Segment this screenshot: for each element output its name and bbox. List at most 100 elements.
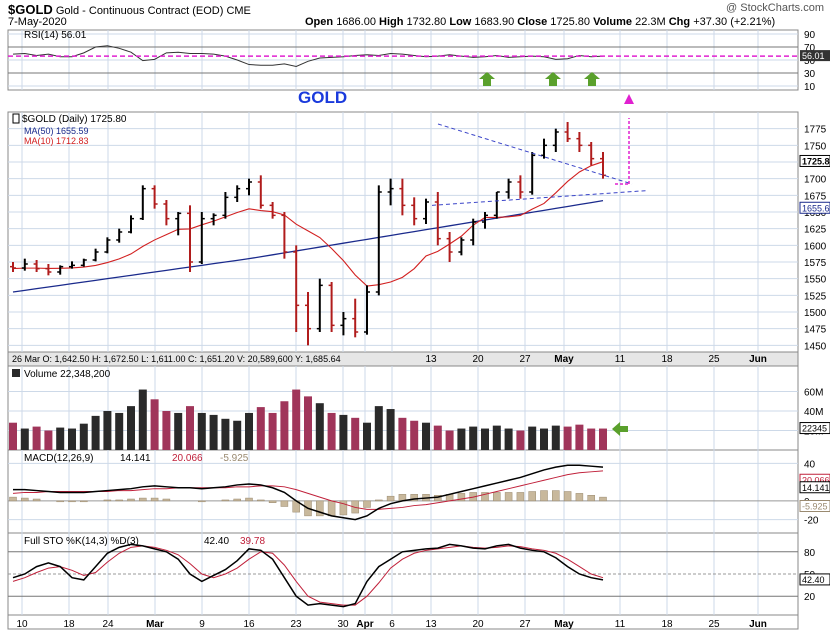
volume-bar (292, 389, 301, 450)
sto-tick-label: 80 (804, 548, 816, 559)
volume-bar (44, 430, 53, 450)
ohlc-bar (116, 228, 123, 243)
volume-legend: Volume 22,348,200 (24, 369, 111, 380)
volume-bar (410, 420, 419, 450)
macd-histogram-bar (316, 500, 324, 517)
volume-bar (162, 411, 171, 450)
sto-legend-k: 42.40 (204, 536, 229, 547)
low-value: 1683.90 (474, 16, 515, 28)
ohlc-bar (517, 175, 524, 199)
up-arrow-icon (584, 72, 600, 86)
ohlc-bar (399, 178, 406, 216)
macd-histogram-bar (493, 492, 501, 502)
ohlc-bar (446, 232, 453, 262)
ohlc-bar (375, 185, 382, 296)
ohlc-bar (505, 178, 512, 199)
symbol: $GOLD (8, 2, 53, 17)
volume-bar (79, 423, 88, 450)
macd-histogram-bar (127, 498, 135, 502)
macd-histogram-bar (9, 496, 17, 502)
macd-histogram-bar (150, 497, 159, 502)
macd-right-box (799, 481, 830, 494)
ohlc-bar (139, 185, 146, 220)
ohlc-bar (21, 258, 28, 271)
macd-histogram-bar (221, 499, 230, 502)
volume-bar (599, 428, 607, 450)
ohlc-bar (10, 262, 16, 272)
sto-right-label: 42.40 (802, 575, 825, 585)
macd-legend-title: MACD(12,26,9) (24, 453, 93, 464)
ohlc-bar (423, 198, 429, 224)
volume-bar (433, 425, 442, 450)
sto-tick-label: 20 (804, 592, 816, 603)
ohlc-bar (175, 212, 182, 236)
ohlc-bar (45, 264, 52, 276)
volume-bar (457, 428, 466, 450)
bottom-date-label: 16 (243, 619, 255, 630)
macd-legend-macd: 14.141 (120, 453, 151, 464)
bottom-date-label: 9 (199, 619, 205, 630)
top-date-label: 13 (425, 354, 437, 365)
ohlc-bar (387, 178, 394, 206)
ohlc-bar (234, 185, 241, 202)
volume-bar (315, 403, 324, 450)
volume-bar (68, 428, 76, 450)
macd-histogram-bar (575, 493, 584, 502)
macd-histogram-bar (80, 500, 88, 503)
volume-bar (551, 425, 560, 450)
price-legend-title: $GOLD (Daily) 1725.80 (22, 114, 127, 125)
volume-bar (221, 418, 230, 450)
bottom-date-label: 25 (708, 619, 720, 630)
ohlc-bar (257, 175, 264, 209)
volume-bar (256, 407, 265, 450)
macd-right-label: 20.066 (802, 475, 830, 485)
ohlc-bar (328, 282, 335, 332)
ma10-legend: MA(10) 1712.83 (24, 136, 89, 146)
volume-bar (233, 420, 242, 450)
volume-bar (504, 428, 513, 450)
rsi-tick-label: 90 (804, 30, 816, 41)
top-date-label: 27 (519, 354, 531, 365)
macd-histogram-bar (162, 498, 171, 502)
hover-info: 26 Mar O: 1,642.50 H: 1,672.50 L: 1,611.… (12, 354, 341, 364)
lower-trendline (431, 190, 647, 206)
top-date-label: 11 (615, 354, 626, 365)
macd-histogram-bar (540, 490, 548, 502)
bottom-date-label: Apr (356, 619, 373, 630)
ohlc-bar (576, 132, 583, 152)
left-arrow-icon (612, 422, 628, 436)
ohlc-bar (92, 248, 99, 262)
sto-legend-d: 39.78 (240, 536, 265, 547)
ohlc-readout: Open 1686.00 High 1732.80 Low 1683.90 Cl… (305, 16, 776, 28)
volume-bar (138, 389, 147, 450)
ohlc-bar (529, 152, 536, 195)
rsi-last-label: 56.01 (802, 51, 825, 61)
last-price-label: 1725.8 (802, 156, 830, 166)
macd-right-label: -5.925 (802, 502, 828, 512)
instrument-name: Gold - Continuous Contract (EOD) (55, 5, 224, 17)
last-price-box (799, 154, 830, 167)
ohlc-bar (293, 245, 300, 332)
volume-bar (197, 412, 206, 450)
ohlc-bar (198, 212, 205, 264)
bottom-date-label: 11 (615, 619, 626, 630)
ohlc-bar (187, 205, 193, 272)
volume-bar (209, 414, 218, 450)
bottom-date-label: 24 (102, 619, 114, 630)
bottom-date-label: 18 (661, 619, 673, 630)
volume-bar (528, 426, 537, 450)
macd-histogram-bar (528, 491, 536, 502)
macd-histogram-bar (68, 500, 76, 503)
bottom-date-label: 27 (519, 619, 531, 630)
volume-legend-swatch (12, 369, 20, 377)
price-tick-label: 1575 (804, 258, 827, 269)
ohlc-bar (269, 202, 276, 219)
ohlc-bar (482, 212, 488, 229)
bottom-date-label: 20 (472, 619, 484, 630)
volume-bar (56, 427, 65, 450)
chart-date: 7-May-2020 (8, 16, 67, 28)
ohlc-bar (246, 178, 252, 196)
macd-histogram-bar (56, 500, 64, 503)
volume-bar (268, 412, 277, 450)
